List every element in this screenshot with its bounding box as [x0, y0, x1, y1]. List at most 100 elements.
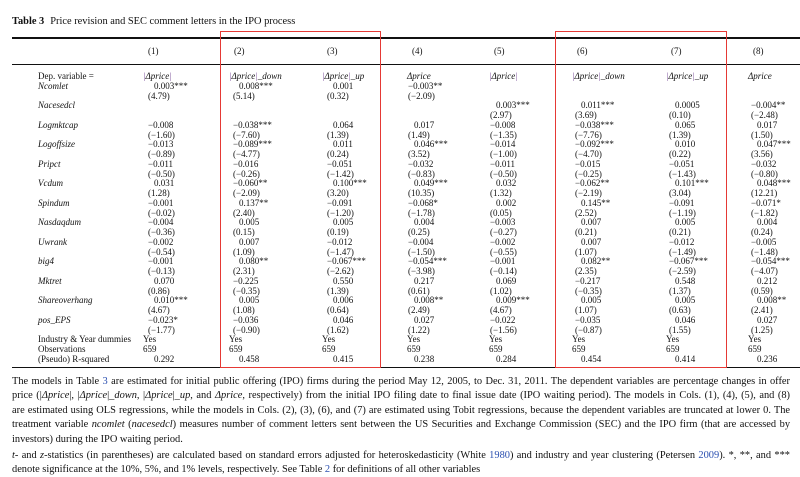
footer-value: 0.415 [333, 353, 354, 364]
coefficient: −0.023* [148, 314, 178, 325]
row-label: Ncomlet [38, 80, 68, 91]
coefficient: 0.082** [581, 256, 611, 267]
t-statistic: (1.62) [327, 324, 349, 335]
coefficient: 0.065 [675, 119, 696, 130]
dep-variable: |Δprice| [143, 72, 172, 81]
t-statistic: (12.21) [751, 188, 778, 198]
t-statistic: (1.07) [575, 246, 597, 257]
t-statistic: (0.24) [751, 227, 773, 237]
column-header: (8) [753, 46, 764, 56]
coefficient: −0.217 [575, 275, 601, 286]
abs-bar: | [229, 71, 232, 81]
row-label: Logoffsize [38, 139, 76, 150]
note-text: _up [174, 390, 191, 401]
t-statistic: (−2.09) [408, 90, 435, 101]
column-header: (2) [234, 46, 245, 56]
abs-bar: | [692, 71, 695, 81]
coefficient: −0.002 [490, 236, 516, 247]
coefficient: −0.032 [751, 158, 777, 169]
coefficient: −0.004 [408, 236, 434, 247]
footer-value: 659 [322, 344, 336, 354]
t-statistic: (0.64) [327, 305, 349, 315]
t-statistic: (0.24) [327, 149, 349, 159]
abs-bar: | [255, 71, 258, 81]
note-text: t [12, 450, 15, 461]
t-statistic: (−0.25) [575, 168, 602, 179]
t-statistic: (−0.87) [575, 324, 602, 335]
abs-bar: | [666, 71, 669, 81]
dep-variable: Δprice [748, 72, 772, 81]
note-text: for definitions of all other variables [330, 464, 481, 475]
dep-variable-text: _down [257, 71, 282, 81]
t-statistic: (−0.02) [148, 207, 175, 218]
t-statistic: (−1.48) [751, 246, 778, 257]
note-text: _down [109, 390, 137, 401]
note-line: denote significance at the 10%, 5%, and … [12, 464, 790, 475]
coefficient: 0.047*** [757, 139, 791, 150]
note-text: The models in Table [12, 376, 103, 387]
t-statistic: (0.63) [669, 305, 691, 315]
coefficient: −0.003** [408, 80, 443, 91]
coefficient: 0.046 [333, 314, 354, 325]
footer-value: Yes [407, 334, 421, 345]
t-statistic: (3.52) [408, 149, 430, 159]
t-statistic: (0.19) [327, 227, 349, 237]
row-label: Uwrank [38, 236, 67, 247]
row-label: Vcdum [38, 178, 63, 189]
reference-link[interactable]: 1980 [489, 450, 510, 461]
coefficient: 0.008*** [239, 80, 273, 91]
dep-variable-label: Dep. variable = [38, 71, 94, 81]
t-statistic: (0.05) [490, 207, 512, 218]
coefficient: 0.100*** [333, 178, 367, 189]
dep-variable-text: Δprice [231, 71, 256, 81]
note-line: investors) during the IPO waiting period… [12, 434, 790, 445]
coefficient: 0.080** [239, 256, 269, 267]
note-text: are estimated using OLS regressions, whi… [12, 405, 790, 416]
column-header: (5) [494, 46, 505, 56]
row-label: Shareoverhang [38, 295, 93, 306]
t-statistic: (1.07) [575, 305, 597, 315]
dep-variable-text: Δprice [407, 71, 431, 81]
dep-variable-text: _up [694, 71, 709, 81]
t-statistic: (1.37) [669, 285, 691, 296]
coefficient: −0.038*** [233, 119, 272, 130]
footer-value: Yes [748, 334, 762, 345]
coefficient: −0.067*** [327, 256, 366, 267]
t-statistic: (−0.26) [233, 168, 260, 179]
t-statistic: (0.25) [408, 227, 430, 237]
t-statistic: (1.55) [669, 324, 691, 335]
coefficient: −0.016 [233, 158, 259, 169]
reference-link[interactable]: 3 [102, 376, 108, 387]
t-statistic: (−0.54) [148, 246, 175, 257]
t-statistic: (−1.56) [490, 324, 517, 335]
t-statistic: (2.52) [575, 207, 597, 218]
row-label: Nacesedcl [38, 100, 75, 111]
t-statistic: (−0.55) [490, 246, 517, 257]
footer-value: Yes [229, 334, 243, 345]
coefficient: 0.048*** [757, 178, 791, 189]
coefficient: 0.017 [414, 119, 435, 130]
t-statistic: (2.41) [751, 305, 773, 315]
coefficient: −0.092*** [575, 139, 614, 150]
t-statistic: (−0.35) [233, 285, 260, 296]
t-statistic: (1.32) [490, 188, 512, 198]
t-statistic: (−4.77) [233, 149, 260, 159]
coefficient: 0.027 [414, 314, 435, 325]
t-statistic: (2.35) [575, 266, 597, 276]
footer-value: 0.292 [154, 353, 175, 364]
row-label: (Pseudo) R-squared [38, 353, 110, 364]
coefficient: −0.051 [669, 158, 695, 169]
t-statistic: (0.21) [575, 227, 597, 237]
coefficient: 0.064 [333, 119, 354, 130]
note-text: Δprice [79, 390, 108, 401]
abs-bar: | [322, 71, 325, 81]
abs-bar: | [598, 71, 601, 81]
dep-variable: |Δprice|_up [322, 72, 364, 81]
reference-link[interactable]: 2 [324, 464, 331, 475]
t-statistic: (−2.19) [575, 188, 602, 198]
t-statistic: (1.50) [751, 129, 773, 140]
coefficient: 0.0005 [675, 100, 700, 111]
dep-variable-text: _up [350, 71, 365, 81]
reference-link[interactable]: 2009 [698, 450, 720, 461]
abs-bar: | [169, 71, 172, 81]
